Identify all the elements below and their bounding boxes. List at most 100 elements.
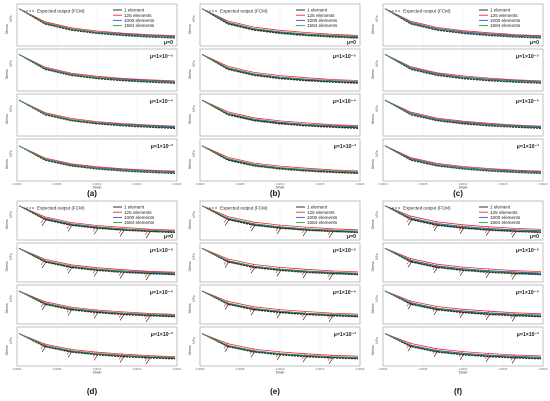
series-line	[201, 290, 359, 318]
x-tick-label: 0.0000	[196, 367, 205, 371]
x-tick-label: 0.0010	[459, 367, 468, 371]
unload-mark	[433, 224, 439, 231]
unload-mark	[119, 272, 125, 279]
series-line	[18, 54, 176, 83]
legend-entry: 125 elements	[307, 210, 335, 215]
legend-entry: 1000 elements	[307, 18, 338, 23]
legend-entry: 1000 elements	[124, 18, 155, 23]
unload-mark	[66, 348, 72, 355]
y-axis-label: Stress	[371, 24, 375, 34]
x-tick-label: 0.0005	[419, 182, 428, 186]
unload-mark	[118, 269, 124, 276]
series-line	[18, 205, 176, 233]
series-line	[384, 99, 542, 128]
series-line	[201, 205, 359, 232]
legend-entry: 1584 elements	[307, 23, 338, 28]
unload-mark	[145, 273, 151, 281]
mu-label: μ=1×10⁻⁴	[150, 99, 174, 105]
series-line	[201, 333, 359, 360]
unload-mark	[406, 300, 412, 307]
legend-entry: 1 element	[307, 8, 328, 13]
unload-mark	[224, 261, 230, 268]
y-axis-label: Stress	[371, 219, 375, 229]
x-tick-label: 0.0010	[459, 182, 468, 186]
series-line	[201, 99, 359, 129]
unload-mark	[459, 269, 465, 276]
y-unit-label: MPa	[9, 253, 13, 260]
mu-label: μ=0	[164, 234, 173, 240]
series-line	[201, 247, 359, 274]
unload-mark	[432, 221, 438, 228]
legend-expected-label: Expected output (FCM)	[403, 9, 451, 14]
unload-mark	[302, 313, 308, 321]
series-line	[384, 99, 542, 127]
unload-mark	[145, 315, 151, 323]
series-line	[201, 54, 359, 81]
series-line	[384, 145, 542, 173]
y-axis-label: Stress	[188, 114, 192, 124]
unload-mark	[249, 348, 255, 355]
x-tick-label: 0.0015	[133, 367, 142, 371]
unload-mark	[276, 311, 282, 319]
unload-mark	[275, 350, 281, 358]
x-axis-label: Strain	[276, 371, 285, 375]
y-unit-label: MPa	[192, 337, 196, 344]
legend-entry: 1000 elements	[490, 18, 521, 23]
unload-mark	[223, 300, 229, 307]
panel-label: (c)	[453, 189, 463, 198]
y-axis-label: Stress	[5, 159, 9, 169]
y-unit-label: MPa	[375, 150, 379, 157]
unload-mark	[144, 354, 150, 362]
series-line	[201, 333, 359, 359]
series-line	[201, 8, 359, 36]
y-axis-label: Stress	[188, 69, 192, 79]
series-line	[384, 8, 542, 37]
legend-entry: 125 elements	[307, 13, 335, 18]
series-line	[201, 54, 359, 83]
unload-mark	[406, 342, 412, 349]
unload-mark	[510, 354, 516, 361]
series-line	[201, 145, 359, 175]
unload-mark	[327, 270, 333, 277]
unload-mark	[145, 231, 151, 239]
unload-mark	[432, 347, 438, 354]
x-tick-label: 0.0005	[53, 367, 62, 371]
series-line	[18, 247, 176, 275]
panel-label: (a)	[87, 189, 97, 198]
y-axis-label: Stress	[5, 114, 9, 124]
unload-mark	[328, 315, 334, 322]
legend-entry: 1000 elements	[490, 215, 521, 220]
unload-mark	[459, 353, 465, 360]
y-unit-label: MPa	[375, 337, 379, 344]
unload-mark	[407, 345, 413, 352]
unload-mark	[458, 308, 464, 315]
unload-mark	[485, 271, 491, 278]
unload-mark	[119, 356, 125, 363]
unload-mark	[93, 228, 99, 235]
mu-label: μ=0	[347, 234, 356, 240]
panel-label: (f)	[454, 387, 462, 396]
series-line	[18, 290, 176, 318]
series-line	[201, 99, 359, 129]
x-tick-label: 0.0020	[173, 367, 182, 371]
y-unit-label: MPa	[192, 60, 196, 67]
unload-mark	[407, 261, 413, 268]
unload-mark	[511, 231, 517, 238]
mu-label: μ=0	[530, 234, 539, 240]
unload-mark	[92, 225, 98, 232]
series-line	[18, 205, 176, 234]
mu-label: μ=1×10⁻³	[517, 144, 540, 150]
y-unit-label: MPa	[375, 60, 379, 67]
